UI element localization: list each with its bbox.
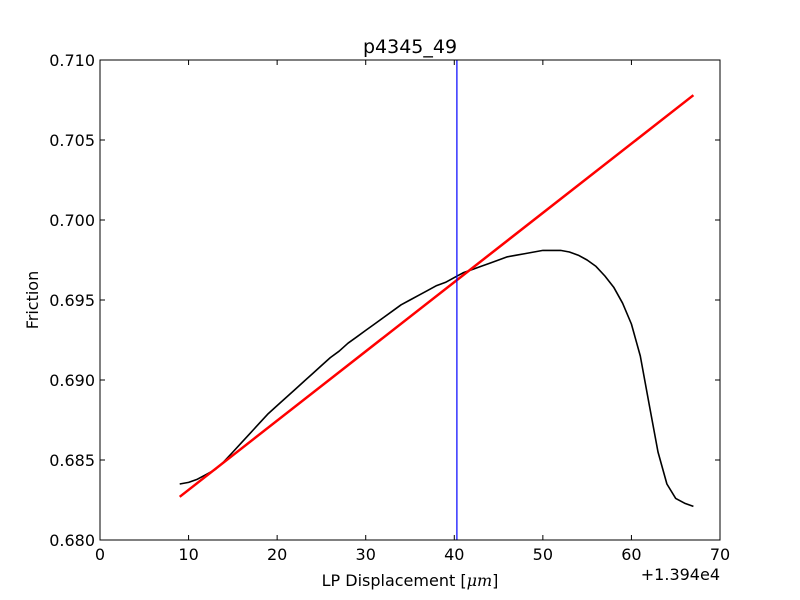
x-tick-label: 50 bbox=[533, 545, 553, 564]
x-axis-title-prefix: LP Displacement bbox=[322, 571, 461, 590]
x-axis-title: LP Displacement [μm] bbox=[322, 571, 499, 590]
axis-ticks: 0 10 20 30 40 50 60 70 0.680 0.685 0.690 0.695 0.700… bbox=[49, 51, 730, 564]
y-tick-label: 0.700 bbox=[49, 211, 95, 230]
y-tick-label: 0.695 bbox=[49, 291, 95, 310]
x-tick-label: 20 bbox=[267, 545, 287, 564]
y-tick-label: 0.705 bbox=[49, 131, 95, 150]
x-tick-label: 40 bbox=[444, 545, 464, 564]
x-axis-title-lbracket: [ bbox=[460, 571, 466, 590]
plot-area bbox=[178, 60, 695, 540]
x-axis-title-rbracket: ] bbox=[492, 571, 498, 590]
x-tick-label: 70 bbox=[710, 545, 730, 564]
linear-fit-line bbox=[178, 94, 695, 498]
y-tick-label: 0.685 bbox=[49, 451, 95, 470]
chart-title: p4345_49 bbox=[363, 36, 457, 58]
y-tick-label: 0.710 bbox=[49, 51, 95, 70]
x-tick-label: 60 bbox=[621, 545, 641, 564]
x-axis-title-unit: μm bbox=[467, 571, 493, 590]
y-tick-label: 0.680 bbox=[49, 531, 95, 550]
friction-data-line bbox=[179, 249, 694, 508]
x-tick-label: 30 bbox=[356, 545, 376, 564]
x-tick-label: 0 bbox=[95, 545, 105, 564]
y-tick-label: 0.690 bbox=[49, 371, 95, 390]
plot-frame bbox=[99, 59, 721, 541]
x-axis-offset-label: +1.394e4 bbox=[641, 565, 720, 584]
y-axis-title: Friction bbox=[23, 271, 42, 330]
x-tick-label: 10 bbox=[178, 545, 198, 564]
